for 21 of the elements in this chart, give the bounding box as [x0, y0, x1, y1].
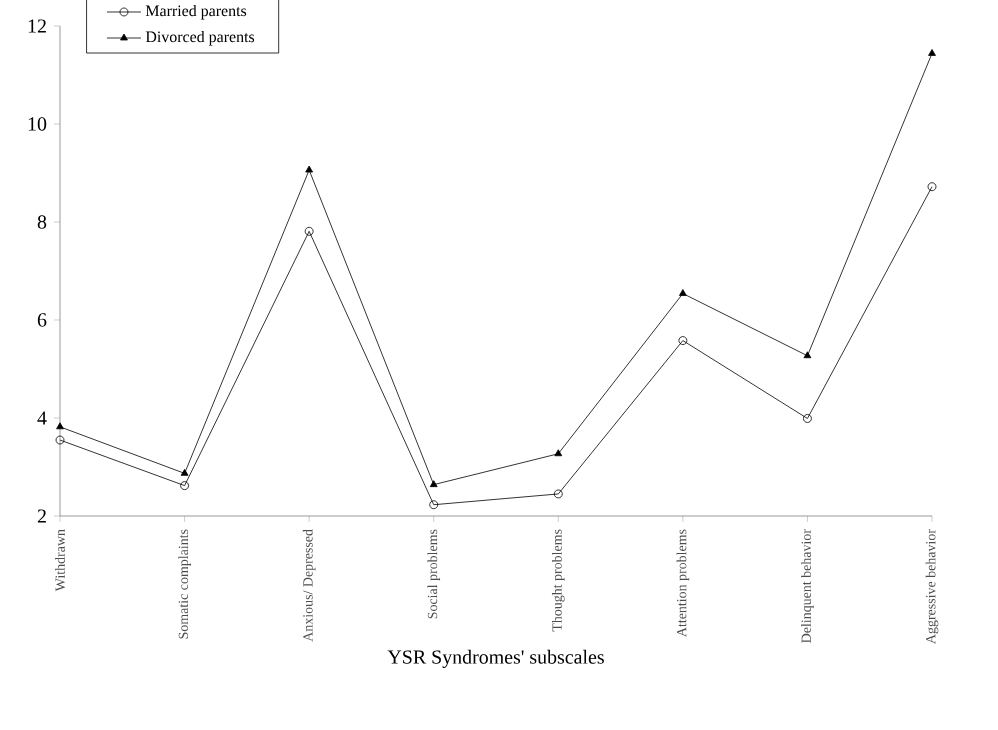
y-tick-label: 10	[28, 117, 47, 131]
y-tick-label: 2	[37, 509, 46, 523]
point	[56, 422, 64, 430]
y-tick-label: 6	[37, 313, 47, 327]
point	[803, 351, 812, 359]
point	[554, 449, 563, 457]
point	[304, 226, 314, 236]
y-tick-label: 4	[37, 411, 47, 425]
point	[678, 336, 688, 345]
point	[553, 489, 563, 499]
point	[305, 165, 314, 173]
y-tick-label: 8	[37, 215, 47, 229]
x-axis-title: YSR Syndromes' subscales	[387, 649, 604, 668]
point	[180, 468, 189, 476]
y-tick-label: 12	[28, 19, 46, 33]
point	[180, 481, 189, 491]
point	[679, 289, 687, 296]
point	[928, 49, 936, 56]
point	[429, 480, 438, 488]
point	[803, 414, 812, 423]
point	[429, 500, 439, 510]
